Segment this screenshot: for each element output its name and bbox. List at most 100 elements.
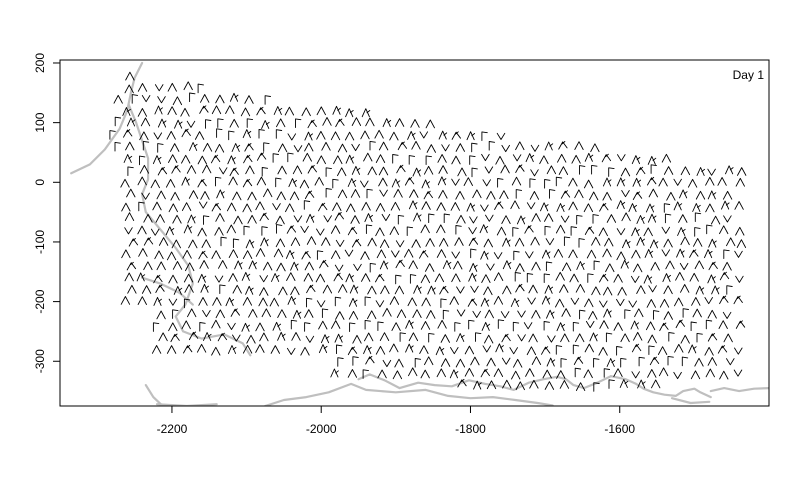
- wind-barb-glyph: [365, 117, 375, 127]
- wind-barb-glyph: [391, 178, 401, 188]
- wind-barb: [345, 154, 355, 164]
- wind-barb-glyph: [528, 284, 538, 294]
- wind-barb: [137, 296, 147, 305]
- wind-barb-glyph: [158, 237, 169, 246]
- wind-barb: [722, 311, 732, 319]
- wind-barb-glyph: [425, 119, 435, 129]
- wind-barb: [187, 308, 197, 318]
- wind-barb-glyph: [708, 238, 717, 248]
- wind-barb-glyph: [617, 154, 626, 162]
- wind-barb-glyph: [426, 144, 436, 153]
- wind-barb-glyph: [315, 273, 326, 283]
- wind-barb: [563, 236, 571, 246]
- wind-barb: [321, 141, 331, 151]
- wind-barb-glyph: [245, 165, 255, 175]
- wind-barb-glyph: [171, 165, 181, 174]
- wind-barb: [437, 154, 447, 163]
- wind-barb: [232, 191, 242, 201]
- wind-barb-glyph: [587, 273, 594, 283]
- wind-barb-glyph: [601, 153, 612, 163]
- wind-barb-glyph: [666, 191, 676, 201]
- wind-barb-glyph: [114, 116, 122, 127]
- wind-barb-glyph: [575, 333, 585, 343]
- wind-barb: [304, 261, 314, 271]
- wind-barb-glyph: [395, 259, 405, 269]
- wind-barb-glyph: [306, 284, 316, 294]
- wind-barb: [322, 284, 333, 294]
- wind-barb-glyph: [188, 190, 199, 199]
- wind-barb-glyph: [663, 285, 673, 295]
- wind-barb-glyph: [306, 236, 317, 245]
- wind-barb-glyph: [705, 319, 713, 330]
- wind-barb: [571, 154, 581, 164]
- wind-barb-glyph: [259, 287, 269, 296]
- wind-barb-glyph: [511, 370, 521, 380]
- wind-barb: [227, 345, 237, 354]
- wind-barb: [673, 178, 682, 186]
- coastline: [709, 387, 769, 393]
- wind-barb: [488, 141, 496, 151]
- wind-barb: [675, 271, 685, 281]
- wind-barb: [696, 167, 706, 176]
- wind-barb-glyph: [556, 203, 565, 212]
- wind-barb-glyph: [410, 119, 420, 128]
- wind-barb: [170, 191, 180, 201]
- wind-barb: [663, 203, 671, 213]
- wind-barb-glyph: [531, 309, 541, 319]
- wind-barb: [647, 213, 657, 223]
- wind-barb-glyph: [306, 213, 315, 223]
- wind-barb: [616, 200, 626, 210]
- wind-barb: [636, 236, 645, 246]
- wind-barb: [275, 129, 283, 139]
- wind-barb-glyph: [316, 300, 326, 308]
- wind-barb: [183, 273, 194, 283]
- wind-barb-glyph: [501, 357, 511, 365]
- wind-barb-glyph: [501, 215, 511, 224]
- wind-barb-glyph: [304, 190, 315, 200]
- wind-barb: [546, 309, 555, 319]
- wind-barb: [380, 285, 390, 295]
- wind-barb-glyph: [242, 129, 252, 139]
- wind-barb-glyph: [624, 309, 631, 319]
- wind-barb: [591, 286, 601, 296]
- wind-barb: [168, 322, 178, 332]
- wind-barb: [560, 358, 567, 368]
- wind-barb: [344, 131, 355, 141]
- wind-barb: [395, 240, 405, 248]
- wind-barb: [584, 152, 594, 162]
- wind-barb-glyph: [469, 155, 476, 165]
- wind-barb: [527, 297, 536, 305]
- wind-barb: [515, 141, 525, 151]
- wind-barb-glyph: [218, 260, 228, 269]
- wind-barb-glyph: [570, 226, 577, 236]
- wind-barb-glyph: [480, 297, 490, 307]
- wind-barb: [500, 164, 510, 174]
- wind-barb: [663, 285, 673, 295]
- wind-barb-glyph: [544, 213, 554, 222]
- wind-barb-glyph: [549, 189, 556, 199]
- wind-barb: [513, 358, 523, 368]
- wind-barb: [360, 130, 370, 140]
- wind-barb: [512, 321, 520, 332]
- wind-barb-glyph: [502, 285, 512, 295]
- wind-barb-glyph: [286, 225, 297, 234]
- wind-barb-glyph: [120, 178, 130, 188]
- wind-barb-glyph: [201, 239, 211, 248]
- wind-barb: [578, 238, 585, 248]
- wind-barb-glyph: [637, 379, 646, 389]
- wind-barb-glyph: [229, 118, 239, 128]
- wind-barb: [705, 176, 715, 186]
- wind-barb-glyph: [304, 261, 314, 271]
- wind-barb-glyph: [150, 179, 160, 189]
- wind-barb: [168, 298, 178, 306]
- wind-barb-glyph: [139, 164, 150, 174]
- wind-barb: [466, 131, 476, 141]
- wind-barb: [484, 334, 494, 344]
- wind-barb: [187, 214, 196, 224]
- wind-barb: [243, 225, 250, 236]
- wind-barb: [529, 178, 536, 188]
- wind-barb-glyph: [143, 261, 153, 271]
- wind-barb: [599, 320, 609, 329]
- wind-barb-glyph: [321, 141, 331, 151]
